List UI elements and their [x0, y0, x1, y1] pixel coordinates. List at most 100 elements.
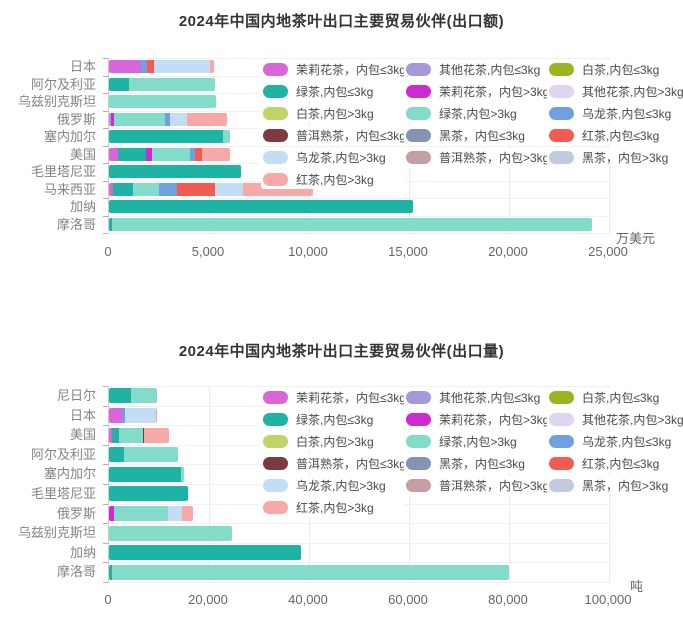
- legend-item-2[interactable]: 白茶,内包≤3kg: [547, 387, 681, 407]
- bar-俄罗斯: [109, 505, 193, 521]
- legend-swatch-icon: [549, 128, 574, 142]
- legend-item-3[interactable]: 绿茶,内包≤3kg: [261, 81, 404, 101]
- bar-segment: [111, 427, 119, 443]
- category-label: 乌兹别克斯坦: [17, 525, 96, 541]
- legend-item-4[interactable]: 茉莉花茶，内包>3kg: [404, 409, 550, 429]
- legend-item-14[interactable]: 黑茶，内包>3kg: [547, 475, 681, 495]
- legend-swatch-icon: [263, 128, 288, 142]
- legend-item-15[interactable]: 红茶,内包>3kg: [261, 169, 404, 189]
- category-label: 日本: [69, 59, 96, 74]
- legend-item-11[interactable]: 红茶,内包≤3kg: [547, 125, 681, 145]
- legend-item-9[interactable]: 普洱熟茶，内包≤3kg: [261, 125, 406, 145]
- row-split-line: [109, 216, 609, 217]
- bar-segment: [109, 60, 141, 74]
- legend-item-1[interactable]: 其他花茶,内包≤3kg: [404, 387, 547, 407]
- category-label: 马来西亚: [43, 181, 96, 197]
- category-label: 毛里塔尼亚: [30, 164, 96, 179]
- bar-乌兹别克斯坦: [109, 525, 232, 541]
- y-axis-tick: [103, 543, 108, 544]
- gridline: [409, 58, 410, 233]
- bar-日本: [109, 60, 214, 74]
- legend-swatch-icon: [263, 478, 288, 492]
- legend-label: 绿茶,内包>3kg: [439, 106, 517, 121]
- legend-item-11[interactable]: 红茶,内包≤3kg: [547, 453, 681, 473]
- legend-label: 绿茶,内包>3kg: [439, 434, 517, 449]
- legend-item-7[interactable]: 绿茶,内包>3kg: [404, 431, 547, 451]
- gridline: [609, 58, 610, 233]
- bar-segment: [141, 60, 147, 74]
- legend-item-2[interactable]: 白茶,内包≤3kg: [547, 59, 681, 79]
- bar-segment: [109, 447, 124, 463]
- legend-item-10[interactable]: 黑茶，内包≤3kg: [404, 125, 547, 145]
- legend-label: 茉莉花茶，内包≤3kg: [296, 390, 406, 405]
- category-label: 俄罗斯: [56, 505, 96, 521]
- x-tick-label: 40,000: [288, 592, 328, 607]
- row-split-line: [109, 543, 609, 544]
- legend-item-9[interactable]: 普洱熟茶，内包≤3kg: [261, 453, 406, 473]
- bar-segment: [195, 147, 202, 161]
- legend-label: 白茶,内包>3kg: [296, 434, 374, 449]
- legend-swatch-icon: [406, 128, 431, 142]
- category-label: 俄罗斯: [56, 111, 96, 127]
- legend-item-12[interactable]: 乌龙茶,内包>3kg: [261, 475, 404, 495]
- legend-item-6[interactable]: 白茶,内包>3kg: [261, 431, 404, 451]
- bar-segment: [114, 112, 165, 126]
- legend-label: 黑茶，内包≤3kg: [439, 128, 525, 143]
- legend-item-12[interactable]: 乌龙茶,内包>3kg: [261, 147, 404, 167]
- legend-item-8[interactable]: 乌龙茶,内包≤3kg: [547, 431, 681, 451]
- bar-segment: [109, 545, 301, 561]
- legend-swatch-icon: [549, 434, 574, 448]
- legend-item-4[interactable]: 茉莉花茶，内包>3kg: [404, 81, 550, 101]
- bar-segment: [144, 427, 169, 443]
- bar-加纳: [109, 545, 301, 561]
- y-axis-tick: [103, 386, 108, 387]
- y-axis-tick: [103, 582, 108, 583]
- y-axis-tick: [103, 504, 108, 505]
- legend-item-14[interactable]: 黑茶，内包>3kg: [547, 147, 681, 167]
- legend-item-13[interactable]: 普洱熟茶，内包>3kg: [404, 475, 550, 495]
- bar-segment: [109, 182, 113, 196]
- bar-segment: [109, 112, 111, 126]
- bar-segment: [182, 505, 193, 521]
- legend-label: 普洱熟茶，内包>3kg: [439, 478, 550, 493]
- legend-label: 黑茶，内包≤3kg: [439, 456, 525, 471]
- legend-item-0[interactable]: 茉莉花茶，内包≤3kg: [261, 59, 406, 79]
- legend-label: 普洱熟茶，内包≤3kg: [296, 456, 406, 471]
- category-label: 美国: [69, 146, 96, 162]
- legend-item-5[interactable]: 其他花茶,内包>3kg: [547, 81, 683, 101]
- legend-label: 茉莉花茶，内包>3kg: [439, 412, 550, 427]
- legend-item-5[interactable]: 其他花茶,内包>3kg: [547, 409, 683, 429]
- plot-area: 茉莉花茶，内包≤3kg 其他花茶,内包≤3kg 白茶,内包≤3kg 绿茶,内包≤3kg…: [103, 386, 683, 583]
- legend-item-7[interactable]: 绿茶,内包>3kg: [404, 103, 547, 123]
- bar-segment: [145, 147, 153, 161]
- legend-item-6[interactable]: 白茶,内包>3kg: [261, 103, 404, 123]
- legend-swatch-icon: [263, 150, 288, 164]
- bar-乌兹别克斯坦: [109, 95, 216, 109]
- legend-item-10[interactable]: 黑茶，内包≤3kg: [404, 453, 547, 473]
- legend-item-1[interactable]: 其他花茶,内包≤3kg: [404, 59, 547, 79]
- bar-segment: [109, 217, 112, 231]
- plot-area: 茉莉花茶，内包≤3kg 其他花茶,内包≤3kg 白茶,内包≤3kg 绿茶,内包≤3kg…: [103, 58, 683, 234]
- category-label: 尼日尔: [56, 388, 96, 403]
- legend-item-15[interactable]: 红茶,内包>3kg: [261, 497, 404, 517]
- bar-segment: [154, 60, 211, 74]
- legend-swatch-icon: [263, 84, 288, 98]
- row-split-line: [109, 146, 609, 147]
- legend-item-8[interactable]: 乌龙茶,内包≤3kg: [547, 103, 681, 123]
- legend-label: 白茶,内包≤3kg: [582, 390, 660, 405]
- bar-segment: [124, 447, 178, 463]
- legend-swatch-icon: [263, 172, 288, 186]
- legend-item-0[interactable]: 茉莉花茶，内包≤3kg: [261, 387, 406, 407]
- legend-item-3[interactable]: 绿茶,内包≤3kg: [261, 409, 404, 429]
- legend-swatch-icon: [549, 390, 574, 404]
- legend-swatch-icon: [263, 412, 288, 426]
- x-tick-label: 0: [104, 244, 112, 259]
- x-axis: 0 5,000 10,000 15,000 20,000 25,000: [104, 244, 628, 260]
- bar-毛里塔尼亚: [109, 486, 188, 502]
- legend-swatch-icon: [406, 62, 431, 76]
- x-axis: 0 20,000 40,000 60,000 80,000 100,000: [104, 592, 631, 608]
- legend-swatch-icon: [263, 62, 288, 76]
- x-tick-label: 5,000: [191, 244, 225, 259]
- legend-item-13[interactable]: 普洱熟茶，内包>3kg: [404, 147, 549, 167]
- legend-label: 茉莉花茶，内包>3kg: [439, 84, 550, 99]
